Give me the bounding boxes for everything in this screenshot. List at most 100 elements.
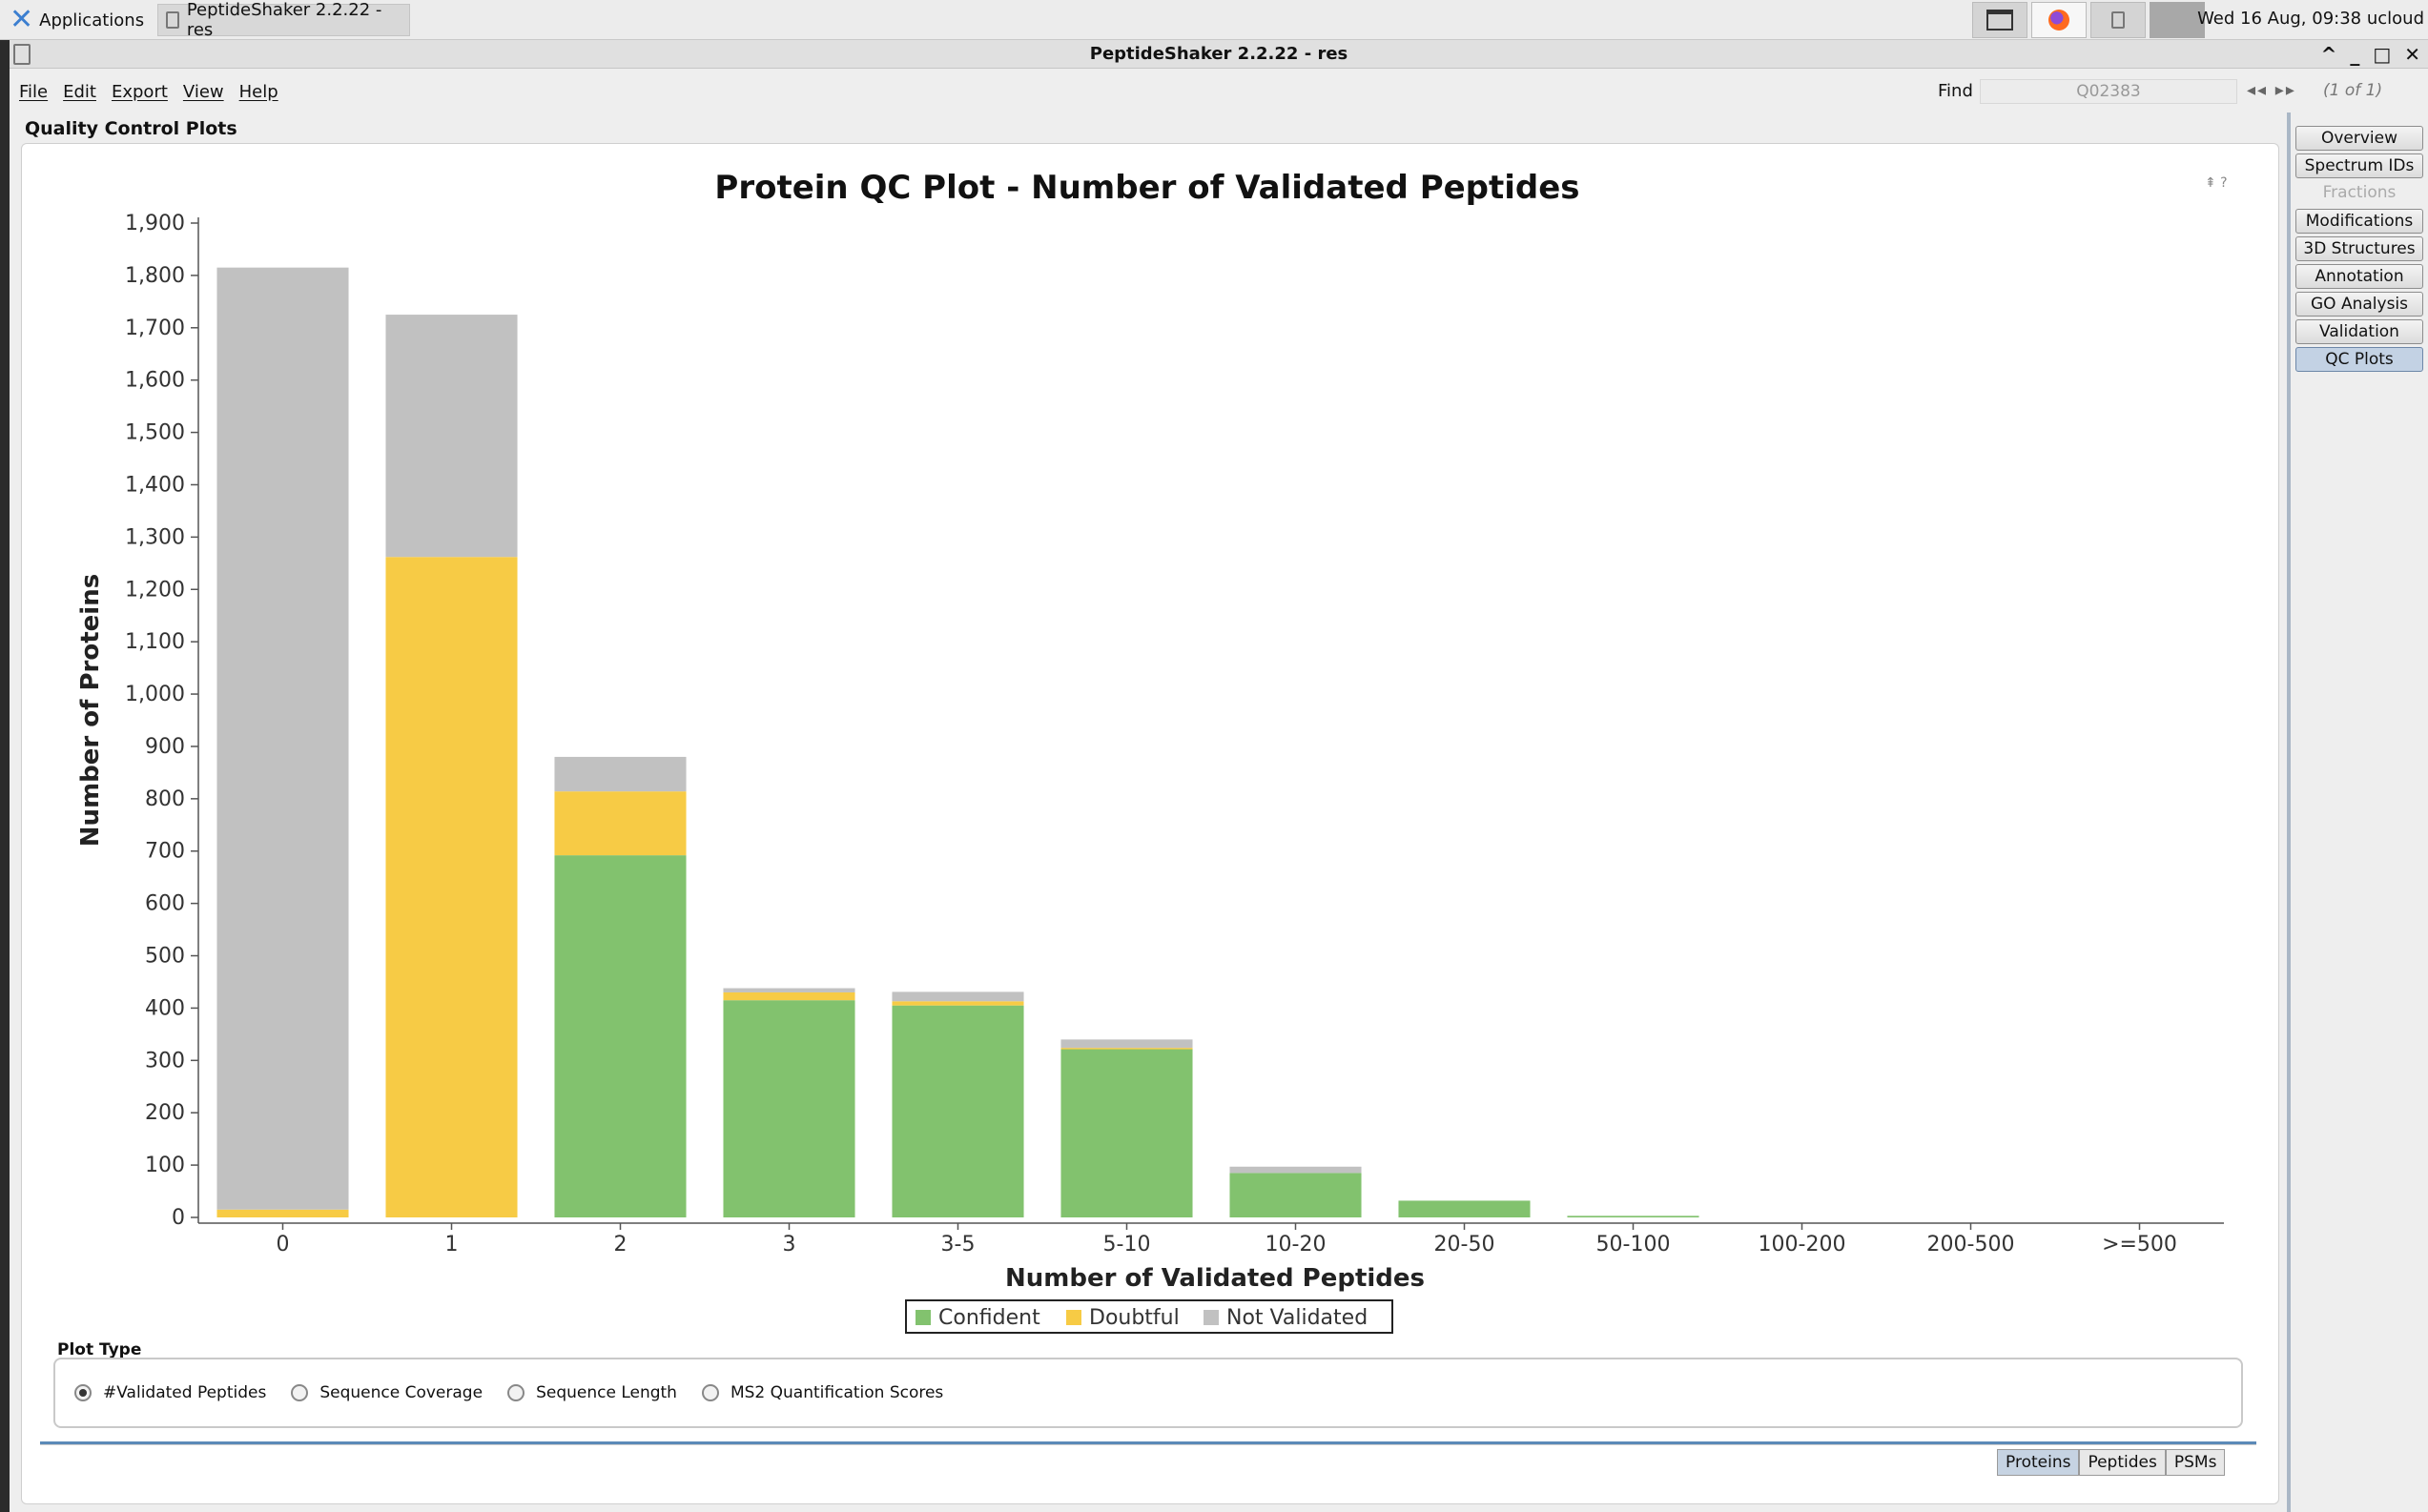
taskbar-item-peptideshaker[interactable]: PeptideShaker 2.2.22 - res	[157, 0, 410, 40]
y-tick-label: 1,100	[125, 630, 185, 654]
y-tick-label: 500	[145, 945, 185, 969]
close-button[interactable]: ✕	[2404, 43, 2420, 66]
firefox-launcher[interactable]	[2031, 2, 2087, 38]
peptideshaker-launcher[interactable]	[2090, 2, 2146, 38]
bar-doubtful	[216, 1209, 349, 1217]
y-tick-label: 1,800	[125, 264, 185, 288]
menu-view[interactable]: View	[182, 81, 224, 102]
bar-doubtful	[554, 791, 687, 856]
tab-psms[interactable]: PSMs	[2165, 1449, 2226, 1476]
tab-peptides[interactable]: Peptides	[2079, 1449, 2166, 1476]
radio-button-selected[interactable]	[74, 1384, 92, 1401]
window-controls: ^ _ □ ✕	[2321, 40, 2420, 69]
taskbar-item-label: PeptideShaker 2.2.22 - res	[186, 0, 382, 40]
menu-export[interactable]: Export	[111, 81, 168, 102]
y-tick-label: 1,200	[125, 578, 185, 602]
radio-label: MS2 Quantification Scores	[730, 1383, 944, 1402]
side-tab-fractions: Fractions	[2322, 183, 2397, 202]
app-icon	[2111, 11, 2125, 29]
x-tick-label: 3-5	[941, 1233, 976, 1257]
menu-file[interactable]: File	[19, 81, 49, 102]
legend-swatch-not-validated	[1204, 1310, 1219, 1325]
system-panel: ✕ Applications PeptideShaker 2.2.22 - re…	[0, 0, 2428, 40]
bottom-tabs: Proteins Peptides PSMs	[1997, 1449, 2226, 1476]
maximize-button[interactable]: □	[2373, 43, 2392, 66]
radio-button[interactable]	[507, 1384, 525, 1401]
y-axis-label: Number of Proteins	[76, 574, 105, 847]
find-label: Find	[1938, 81, 1973, 101]
chart-legend: Confident Doubtful Not Validated	[905, 1299, 1393, 1334]
side-tab-3d-structures[interactable]: 3D Structures	[2295, 236, 2423, 261]
side-tab-annotation[interactable]: Annotation	[2295, 264, 2423, 289]
side-tab-spectrum-ids[interactable]: Spectrum IDs	[2295, 153, 2423, 178]
plot-type-sequence-coverage[interactable]: Sequence Coverage	[291, 1383, 483, 1402]
x-tick-label: 50-100	[1596, 1233, 1671, 1257]
menu-bar: File Edit Export View Help	[10, 74, 2289, 109]
plot-type-group: #Validated Peptides Sequence Coverage Se…	[53, 1358, 2243, 1428]
y-tick-label: 300	[145, 1049, 185, 1073]
legend-swatch-doubtful	[1066, 1310, 1081, 1325]
y-tick-label: 1,700	[125, 317, 185, 340]
x-tick-label: 5-10	[1103, 1233, 1151, 1257]
bar-confident	[723, 1000, 855, 1217]
side-tab-bar: Overview Spectrum IDs Fractions Modifica…	[2295, 126, 2423, 375]
side-tab-qc-plots[interactable]: QC Plots	[2295, 347, 2423, 372]
side-tab-validation[interactable]: Validation	[2295, 319, 2423, 344]
bar-not-validated	[1060, 1039, 1193, 1049]
legend-box	[905, 1299, 1393, 1334]
bar-not-validated	[216, 267, 349, 1210]
bar-confident	[1567, 1216, 1699, 1217]
clock[interactable]: Wed 16 Aug, 09:38 ucloud	[2197, 9, 2424, 29]
side-tab-modifications[interactable]: Modifications	[2295, 209, 2423, 234]
chart-bars	[216, 267, 1699, 1217]
x-tick-label: >=500	[2102, 1233, 2177, 1257]
side-tab-overview[interactable]: Overview	[2295, 126, 2423, 151]
menu-edit[interactable]: Edit	[63, 81, 96, 102]
plot-type-validated-peptides[interactable]: #Validated Peptides	[74, 1383, 266, 1402]
bar-not-validated	[385, 315, 518, 558]
radio-button[interactable]	[291, 1384, 309, 1401]
y-tick-label: 800	[145, 787, 185, 811]
x-tick-label: 1	[445, 1233, 459, 1257]
legend-swatch-confident	[916, 1310, 931, 1325]
bar-doubtful	[892, 1001, 1024, 1006]
minimize-button[interactable]: _	[2350, 43, 2360, 66]
x-axis-label: Number of Validated Peptides	[1005, 1264, 1425, 1293]
y-tick-label: 100	[145, 1154, 185, 1177]
bar-not-validated	[554, 756, 687, 792]
chart-help-icons[interactable]: ⇞ ?	[2205, 175, 2228, 191]
plot-type-label: Plot Type	[57, 1340, 142, 1359]
applications-menu[interactable]: ✕ Applications	[10, 4, 144, 36]
radio-button[interactable]	[701, 1384, 719, 1401]
find-navigation-arrows[interactable]: ◂◂ ▸▸	[2247, 80, 2296, 100]
bar-doubtful	[1060, 1048, 1193, 1050]
find-result-count: (1 of 1)	[2323, 81, 2383, 100]
y-tick-label: 600	[145, 892, 185, 916]
legend-label-not-validated: Not Validated	[1226, 1306, 1368, 1330]
bar-doubtful	[385, 557, 518, 1217]
bar-confident	[1398, 1200, 1531, 1217]
bar-not-validated	[892, 991, 1024, 1002]
bar-confident	[1229, 1173, 1362, 1217]
menu-help[interactable]: Help	[238, 81, 278, 102]
side-tab-go-analysis[interactable]: GO Analysis	[2295, 292, 2423, 317]
x-tick-label: 3	[783, 1233, 796, 1257]
window-icon	[1986, 10, 2013, 31]
shade-button[interactable]: ^	[2320, 43, 2337, 66]
show-desktop-button[interactable]	[1972, 2, 2027, 38]
bar-confident	[554, 855, 687, 1217]
radio-label: Sequence Coverage	[319, 1383, 484, 1402]
x-tick-label: 0	[277, 1233, 290, 1257]
plot-type-ms2-quant-scores[interactable]: MS2 Quantification Scores	[701, 1383, 944, 1402]
desktop-edge	[0, 0, 10, 1512]
tab-proteins[interactable]: Proteins	[1997, 1449, 2080, 1476]
y-tick-label: 1,500	[125, 421, 185, 445]
app-icon	[166, 11, 179, 29]
y-tick-label: 400	[145, 996, 185, 1020]
find-input[interactable]	[1980, 79, 2237, 104]
chart-title: Protein QC Plot - Number of Validated Pe…	[714, 169, 1579, 207]
x-tick-label: 20-50	[1434, 1233, 1495, 1257]
plot-type-sequence-length[interactable]: Sequence Length	[507, 1383, 677, 1402]
window-app-icon[interactable]	[13, 44, 31, 65]
